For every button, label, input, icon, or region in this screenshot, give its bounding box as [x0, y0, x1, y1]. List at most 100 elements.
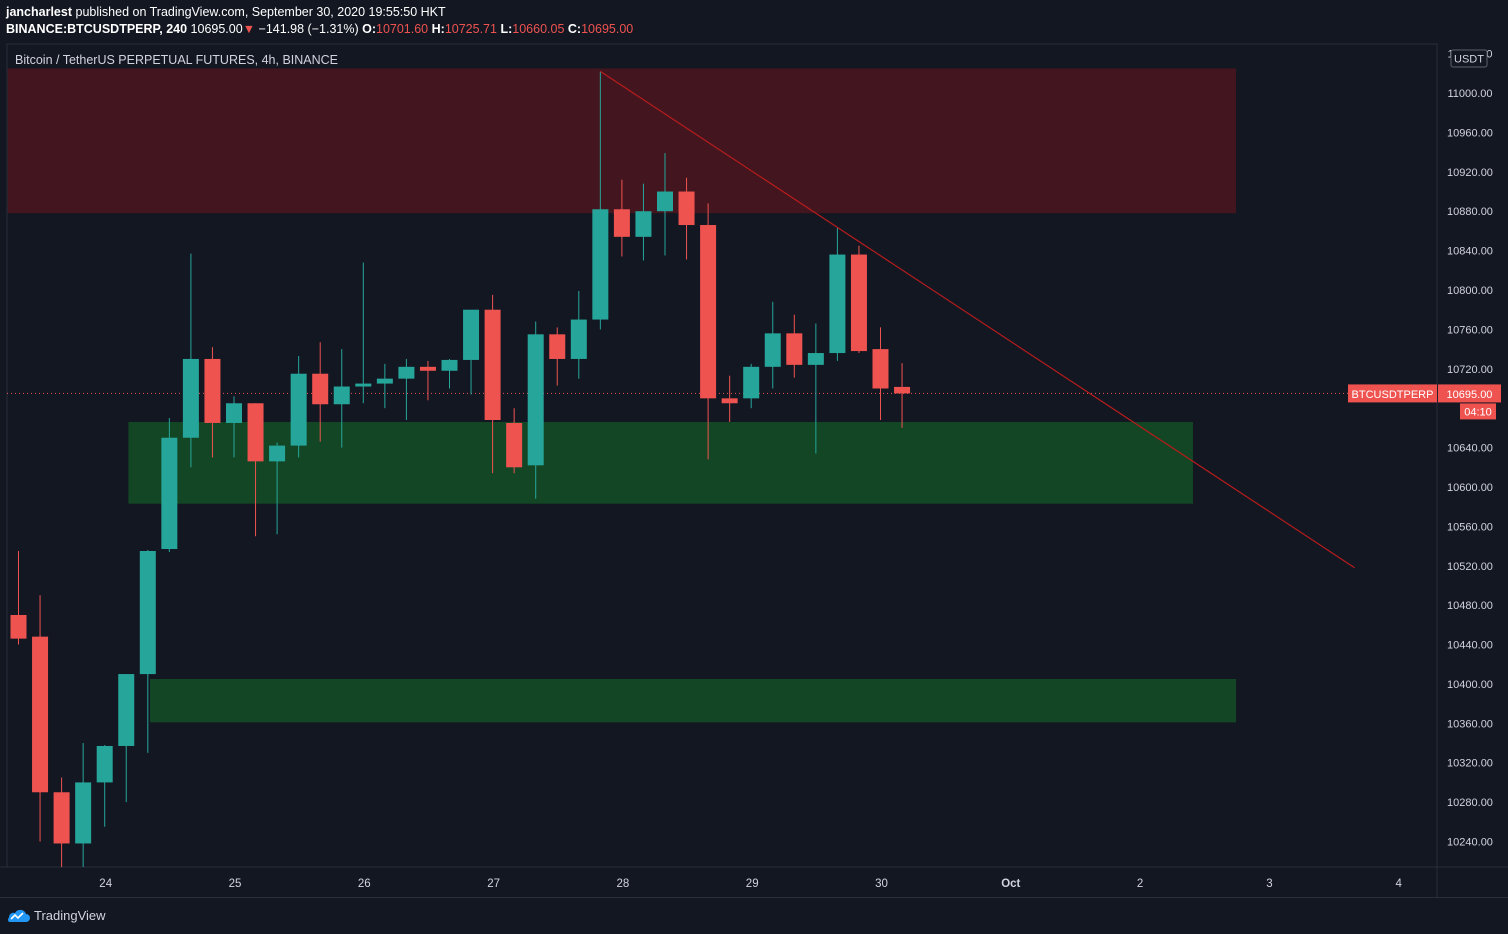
y-tick-label: 10280.00 — [1447, 797, 1493, 809]
candle-body — [764, 333, 781, 367]
candle — [527, 321, 544, 499]
countdown-badge — [1460, 403, 1496, 420]
ohlc-summary: BINANCE:BTCUSDTPERP, 240 10695.00 ▼ −141.… — [6, 22, 633, 36]
y-tick-label: 10760.00 — [1447, 324, 1493, 336]
countdown-label: 04:10 — [1464, 406, 1492, 418]
x-tick-label: 28 — [617, 878, 630, 890]
change-arrow-icon: ▼ — [242, 22, 256, 36]
y-tick-label: 10440.00 — [1447, 640, 1493, 652]
publish-info: jancharlest published on TradingView.com… — [6, 5, 446, 19]
chart-title: Bitcoin / TetherUS PERPETUAL FUTURES, 4h… — [15, 53, 338, 67]
candle — [290, 355, 307, 458]
candle-body — [463, 309, 480, 360]
close-label: C: — [567, 22, 582, 36]
symbol-badge-label: BTCUSDTPERP — [1352, 389, 1434, 401]
candle — [506, 408, 523, 474]
y-tick-label: 10840.00 — [1447, 246, 1493, 258]
y-tick-label: 10320.00 — [1447, 758, 1493, 770]
close-value: 10695.00 — [581, 22, 634, 36]
candle — [247, 403, 264, 537]
footer — [0, 898, 1508, 934]
candle — [700, 203, 717, 460]
high-label: H: — [431, 22, 445, 36]
candle — [312, 342, 329, 442]
candle — [398, 358, 415, 421]
brand-name: TradingView — [34, 907, 106, 923]
candle — [161, 418, 178, 552]
candle — [463, 309, 480, 395]
author-name[interactable]: jancharlest — [6, 5, 73, 19]
candle — [118, 674, 135, 803]
candle — [613, 179, 630, 257]
price-badge — [1438, 384, 1501, 403]
candle-body — [894, 386, 911, 394]
candle — [376, 363, 393, 409]
candle-body — [484, 309, 501, 421]
x-tick-label: 24 — [99, 878, 112, 890]
low-label: L: — [500, 22, 513, 36]
candle — [10, 550, 27, 645]
candle — [872, 327, 889, 421]
x-tick-label: 3 — [1266, 878, 1272, 890]
candle-body — [247, 403, 264, 462]
x-tick-label: Oct — [1001, 878, 1020, 890]
tradingview-cloud-icon — [7, 909, 30, 922]
candle-body — [376, 378, 393, 384]
y-tick-label: 10360.00 — [1447, 718, 1493, 730]
candle-body — [333, 386, 350, 405]
y-tick-label: 10520.00 — [1447, 561, 1493, 573]
candle-body — [53, 792, 70, 844]
candle-body — [700, 225, 717, 399]
candle — [75, 743, 92, 867]
candle-body — [204, 358, 221, 423]
candle — [96, 744, 113, 827]
candlestick-chart[interactable]: Bitcoin / TetherUS PERPETUAL FUTURES, 4h… — [0, 0, 1508, 898]
x-tick-label: 29 — [746, 878, 759, 890]
candle-body — [613, 209, 630, 237]
candle — [333, 349, 350, 448]
candle-body — [570, 319, 587, 359]
candle — [635, 183, 652, 261]
candle-body — [678, 191, 695, 226]
candle-body — [721, 398, 738, 404]
candle — [355, 262, 372, 404]
y-tick-label: 10640.00 — [1447, 443, 1493, 455]
candle-body — [139, 550, 156, 675]
y-tick-label: 10880.00 — [1447, 206, 1493, 218]
published-text: published on TradingView.com, September … — [75, 5, 446, 19]
y-tick-label: 10800.00 — [1447, 285, 1493, 297]
candle-body — [398, 366, 415, 379]
candle — [226, 396, 242, 458]
candle-body — [182, 358, 199, 438]
candle-body — [32, 636, 49, 793]
y-tick-label: 10240.00 — [1447, 837, 1493, 849]
candle-body — [312, 373, 329, 405]
candle-body — [441, 359, 458, 371]
candle — [139, 549, 156, 753]
x-tick-label: 27 — [487, 878, 500, 890]
candle — [269, 442, 286, 535]
zone-support — [149, 679, 1237, 723]
candle — [484, 294, 501, 474]
candle-body — [226, 403, 242, 423]
candle — [419, 360, 436, 401]
candle — [743, 363, 760, 409]
candle-body — [592, 209, 609, 320]
candle — [850, 245, 867, 354]
tradingview-logo[interactable]: TradingView — [6, 907, 106, 923]
symbol-badge — [1348, 384, 1437, 403]
currency-label: USDT — [1454, 54, 1484, 66]
candle-body — [355, 383, 372, 387]
candle-body — [872, 349, 889, 389]
resistance-trendline — [600, 70, 1355, 569]
candle — [182, 253, 199, 468]
plot-area — [7, 68, 1437, 867]
candle — [441, 358, 458, 389]
candle-body — [506, 422, 523, 468]
candle-body — [10, 614, 27, 639]
candle — [721, 375, 738, 422]
x-tick-label: 2 — [1137, 878, 1143, 890]
symbol-label: BINANCE:BTCUSDTPERP, 240 — [6, 22, 188, 36]
price-change: −141.98 (−1.31%) — [258, 22, 359, 36]
open-value: 10701.60 — [376, 22, 429, 36]
